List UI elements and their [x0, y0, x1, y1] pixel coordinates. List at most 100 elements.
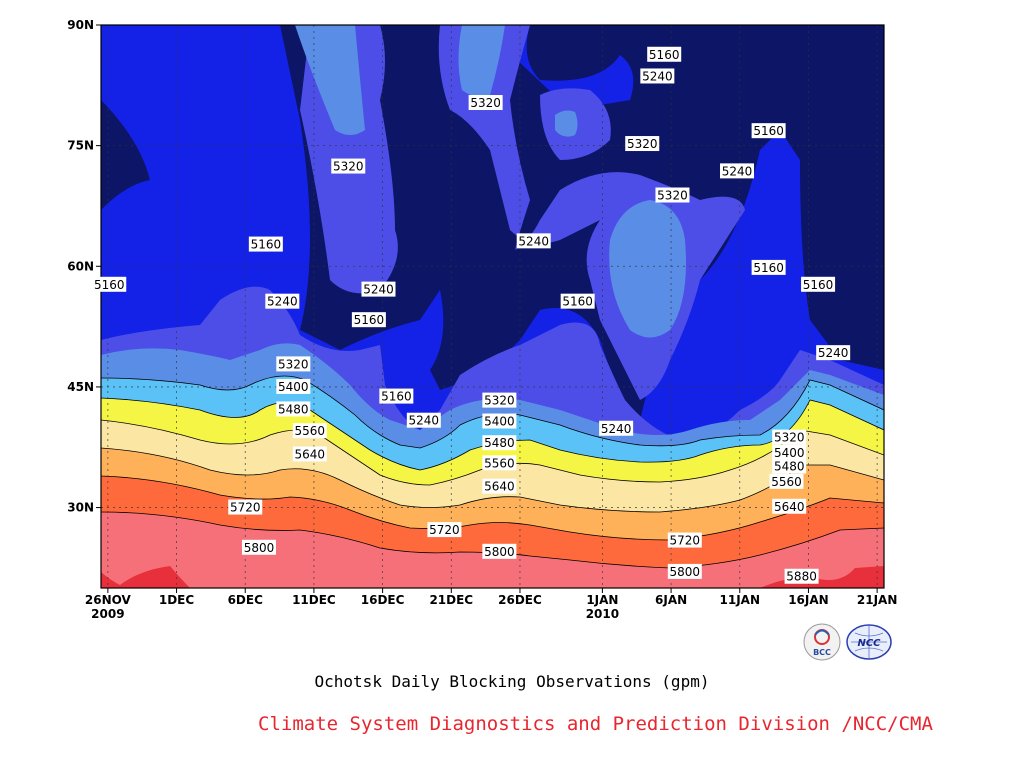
- contour-label-box-1: [640, 68, 675, 84]
- fill-5320-5400-top1: [295, 25, 365, 135]
- contour-label-36: 5640: [772, 498, 807, 514]
- grid-lines: [101, 25, 884, 588]
- contour-label-15: 5160: [560, 293, 595, 309]
- contour-label-box-13: [361, 281, 396, 297]
- x-tick-label-10: 16JAN: [788, 593, 829, 607]
- contour-label-text-28: 5480: [484, 436, 515, 450]
- fill-5320-5400-oval: [609, 200, 686, 338]
- contour-label-23: 5240: [406, 412, 441, 428]
- contour-label-text-10: 5160: [753, 261, 784, 275]
- contour-label-text-26: 5560: [295, 424, 326, 438]
- contour-label-8: 5160: [248, 236, 283, 252]
- contour-label-38: 5720: [667, 532, 702, 548]
- contour-label-box-7: [655, 187, 690, 203]
- contour-label-text-15: 5160: [562, 295, 593, 309]
- contour-line-5560: [101, 419, 884, 486]
- contour-label-box-20: [379, 388, 414, 404]
- contour-label-10: 5160: [751, 259, 786, 275]
- contour-label-box-8: [248, 236, 283, 252]
- contour-label-text-11: 5160: [94, 278, 125, 292]
- contour-label-text-18: 5320: [278, 357, 309, 371]
- contour-label-7: 5320: [655, 187, 690, 203]
- contour-label-32: 5480: [772, 458, 807, 474]
- x-tick-label-4: 16DEC: [361, 593, 405, 607]
- bcc-logo: BCC: [802, 622, 842, 662]
- contour-label-box-17: [816, 345, 851, 361]
- contour-label-text-29: 5400: [774, 446, 805, 460]
- contour-label-28: 5480: [482, 435, 517, 451]
- contour-label-text-2: 5320: [470, 96, 501, 110]
- contour-label-text-23: 5240: [409, 414, 440, 428]
- contour-labels: 5160 5240 5320 5320 5160 5320 5240 5320 5160 5240…: [92, 46, 851, 584]
- contour-label-12: 5160: [801, 276, 836, 292]
- contour-label-3: 5320: [625, 136, 660, 152]
- contour-label-box-23: [406, 412, 441, 428]
- contour-label-text-3: 5320: [627, 137, 658, 151]
- contour-label-text-40: 5800: [484, 545, 515, 559]
- x-tick-label-7: 1JAN: [586, 593, 618, 607]
- contour-label-box-24: [482, 413, 517, 429]
- x-tick-label-6: 26DEC: [498, 593, 542, 607]
- contour-label-box-2: [468, 95, 503, 111]
- y-tick-label-1: 45N: [67, 380, 94, 394]
- contour-label-text-30: 5640: [295, 447, 326, 461]
- contour-label-11: 5160: [92, 276, 127, 292]
- contour-label-box-37: [427, 522, 462, 538]
- contour-label-text-32: 5480: [774, 460, 805, 474]
- contour-label-18: 5320: [276, 356, 311, 372]
- contour-label-text-17: 5240: [818, 346, 849, 360]
- contour-label-text-25: 5240: [601, 422, 632, 436]
- contour-label-text-36: 5640: [774, 500, 805, 514]
- contour-label-box-38: [667, 532, 702, 548]
- x-tick-label-2: 6DEC: [228, 593, 264, 607]
- contour-label-box-11: [92, 276, 127, 292]
- contour-label-5: 5320: [331, 158, 366, 174]
- contour-label-29: 5400: [772, 444, 807, 460]
- contour-label-text-7: 5320: [657, 189, 688, 203]
- x-tick-label-5: 21DEC: [429, 593, 473, 607]
- contour-line-5640: [101, 447, 884, 513]
- contour-label-box-33: [769, 473, 804, 489]
- contour-label-27: 5320: [772, 429, 807, 445]
- contour-label-text-24: 5400: [484, 415, 515, 429]
- contour-label-1: 5240: [640, 68, 675, 84]
- bcc-logo-text: BCC: [813, 648, 831, 657]
- contour-label-box-16: [351, 312, 386, 328]
- contour-label-box-9: [516, 233, 551, 249]
- contour-label-14: 5240: [265, 293, 300, 309]
- contour-label-6: 5240: [720, 163, 755, 179]
- y-tick-label-3: 75N: [67, 139, 94, 153]
- contour-label-text-35: 5720: [230, 501, 261, 515]
- contour-label-box-21: [482, 392, 517, 408]
- contour-label-box-19: [276, 378, 311, 394]
- contour-label-text-38: 5720: [670, 534, 701, 548]
- contour-label-text-12: 5160: [803, 278, 834, 292]
- contour-label-9: 5240: [516, 233, 551, 249]
- contour-label-box-6: [720, 163, 755, 179]
- credit-line: Climate System Diagnostics and Predictio…: [258, 713, 933, 735]
- contour-label-text-14: 5240: [267, 295, 298, 309]
- contour-label-box-28: [482, 435, 517, 451]
- contour-label-31: 5560: [482, 455, 517, 471]
- contour-line-5800: [101, 511, 884, 569]
- x-tick-year-0: 2009: [91, 607, 124, 621]
- contour-label-box-42: [784, 568, 819, 584]
- contour-label-text-0: 5160: [649, 48, 680, 62]
- plot-frame: [100, 24, 885, 589]
- x-tick-label-11: 21JAN: [857, 593, 898, 607]
- contour-label-box-4: [751, 123, 786, 139]
- contour-label-21: 5320: [482, 392, 517, 408]
- contour-label-34: 5640: [482, 478, 517, 494]
- contour-label-box-12: [801, 276, 836, 292]
- contour-label-text-31: 5560: [484, 456, 515, 470]
- contour-label-37: 5720: [427, 522, 462, 538]
- contour-label-box-31: [482, 455, 517, 471]
- contour-label-box-39: [241, 539, 276, 555]
- contour-label-30: 5640: [292, 446, 327, 462]
- contour-label-text-4: 5160: [753, 124, 784, 138]
- contour-label-text-33: 5560: [771, 475, 802, 489]
- contour-label-26: 5560: [292, 423, 327, 439]
- x-tick-year-7: 2010: [586, 607, 619, 621]
- contour-label-22: 5480: [276, 401, 311, 417]
